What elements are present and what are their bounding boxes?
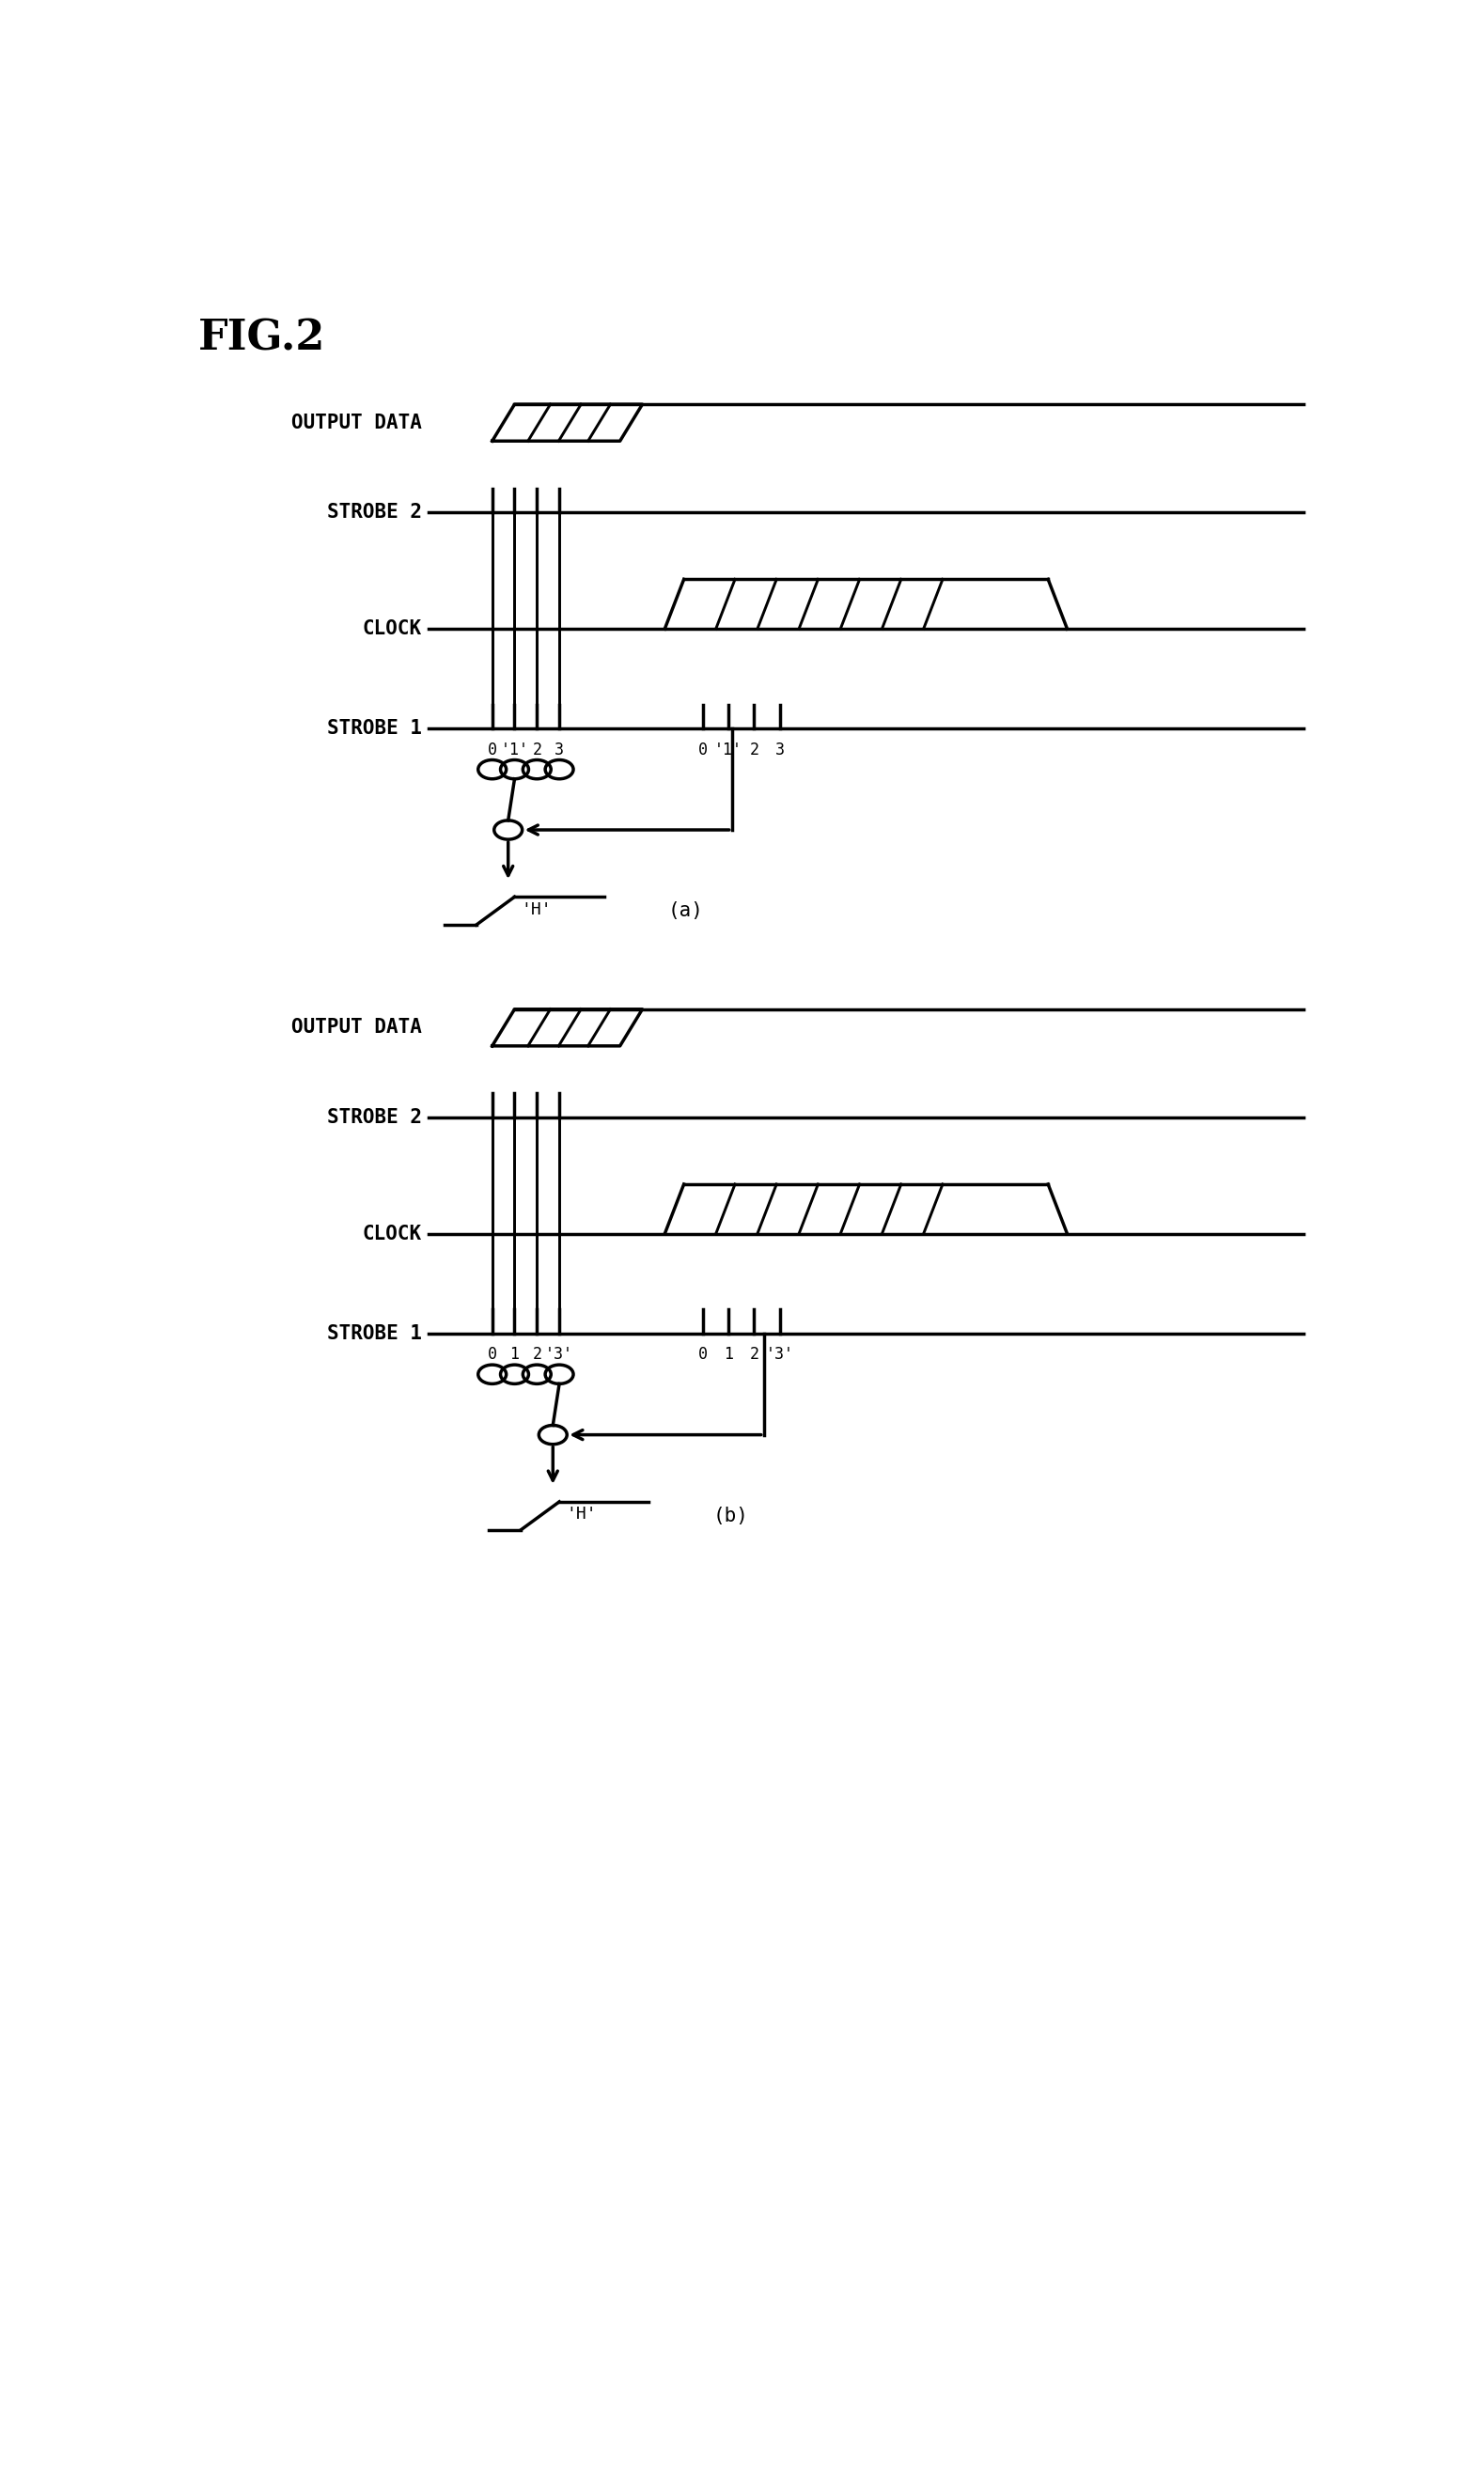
Text: (b): (b)	[712, 1506, 748, 1526]
Text: FIG.2: FIG.2	[199, 319, 325, 358]
Text: 1: 1	[510, 1346, 519, 1363]
Text: OUTPUT DATA: OUTPUT DATA	[291, 412, 421, 432]
Text: OUTPUT DATA: OUTPUT DATA	[291, 1017, 421, 1037]
Text: STROBE 1: STROBE 1	[326, 1323, 421, 1343]
Text: 3: 3	[775, 741, 785, 758]
Text: 0: 0	[699, 741, 708, 758]
Text: (a): (a)	[668, 901, 703, 921]
Text: STROBE 2: STROBE 2	[326, 1109, 421, 1126]
Text: 0: 0	[488, 1346, 497, 1363]
Text: 0: 0	[699, 1346, 708, 1363]
Text: STROBE 1: STROBE 1	[326, 718, 421, 738]
Text: 3: 3	[555, 741, 564, 758]
Text: '1': '1'	[714, 741, 742, 758]
Text: CLOCK: CLOCK	[362, 620, 421, 639]
Text: CLOCK: CLOCK	[362, 1225, 421, 1244]
Text: '3': '3'	[766, 1346, 794, 1363]
Text: 2: 2	[749, 1346, 758, 1363]
Text: 1: 1	[724, 1346, 733, 1363]
Text: '3': '3'	[545, 1346, 573, 1363]
Text: 'H': 'H'	[565, 1506, 597, 1523]
Text: '1': '1'	[500, 741, 528, 758]
Text: 2: 2	[749, 741, 758, 758]
Text: 2: 2	[533, 741, 542, 758]
Text: 0: 0	[488, 741, 497, 758]
Text: 'H': 'H'	[521, 901, 552, 918]
Text: STROBE 2: STROBE 2	[326, 504, 421, 521]
Text: 2: 2	[533, 1346, 542, 1363]
